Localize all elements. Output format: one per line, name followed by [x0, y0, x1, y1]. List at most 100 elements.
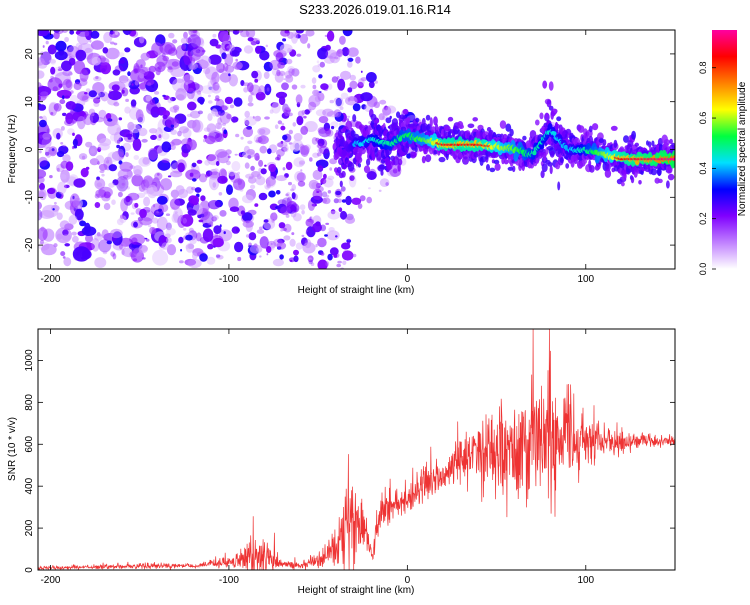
heatmap-cell: [293, 157, 305, 168]
heatmap-cell: [38, 156, 48, 167]
heatmap-cell: [198, 173, 208, 183]
heatmap-cell: [169, 97, 176, 102]
heatmap-cell: [121, 247, 138, 258]
heatmap-cell: [77, 116, 86, 130]
heatmap-cell: [108, 182, 115, 188]
heatmap-cell: [349, 80, 358, 90]
heatmap-cell: [189, 110, 201, 119]
heatmap-cell: [373, 101, 380, 109]
heatmap-cell: [358, 163, 361, 168]
heatmap-cell: [105, 47, 120, 60]
heatmap-cell: [240, 136, 244, 140]
heatmap-cell: [279, 254, 284, 260]
snr-series-line: [38, 329, 675, 570]
heatmap-cell: [126, 186, 130, 190]
heatmap-cell: [48, 149, 57, 155]
heatmap-cell: [255, 40, 260, 45]
heatmap-cell: [38, 95, 41, 101]
heatmap-cell: [212, 217, 216, 221]
heatmap-cell: [73, 60, 86, 75]
heatmap-cell: [325, 222, 330, 225]
heatmap-cell: [152, 249, 169, 266]
heatmap-cell: [215, 254, 221, 258]
heatmap-cell: [196, 159, 203, 164]
heatmap-cell: [357, 203, 363, 210]
heatmap-cell: [346, 239, 352, 243]
heatmap-cell: [228, 171, 236, 180]
heatmap-cell: [355, 56, 361, 64]
heatmap-cell: [82, 111, 89, 117]
heatmap-cell: [598, 138, 605, 144]
heatmap-cell: [281, 82, 289, 91]
heatmap-cell: [110, 251, 116, 257]
heatmap-cell: [274, 124, 279, 129]
heatmap-cell: [406, 153, 412, 159]
heatmap-cell: [650, 168, 658, 176]
heatmap-cell: [275, 52, 284, 62]
heatmap-cell: [145, 187, 155, 195]
heatmap-cell: [241, 212, 253, 222]
heatmap-cell: [341, 47, 350, 57]
heatmap-cell: [61, 234, 71, 241]
heatmap-cell: [63, 257, 72, 267]
heatmap-cell: [221, 52, 227, 60]
heatmap-cell: [38, 82, 42, 88]
heatmap-cell: [60, 125, 65, 131]
heatmap-cell: [279, 43, 293, 54]
heatmap-cell: [623, 172, 627, 180]
heatmap-cell: [323, 177, 334, 188]
heatmap-cell: [299, 204, 306, 211]
heatmap-cell: [337, 78, 346, 91]
heatmap-cell: [276, 142, 284, 148]
heatmap-cell: [295, 30, 304, 34]
heatmap-cell: [96, 182, 103, 187]
spectrogram-x-label: Height of straight line (km): [298, 285, 415, 296]
heatmap-cell: [337, 260, 342, 264]
heatmap-cell: [589, 165, 595, 173]
heatmap-cell: [89, 39, 92, 43]
heatmap-cell: [187, 258, 202, 269]
heatmap-cell: [215, 161, 220, 166]
heatmap-cell: [247, 37, 254, 42]
heatmap-cell: [150, 134, 157, 140]
heatmap-cell: [264, 116, 270, 120]
heatmap-cell: [295, 242, 303, 250]
heatmap-cell: [206, 215, 214, 226]
heatmap-cell: [370, 113, 377, 121]
heatmap-cell: [62, 229, 69, 236]
heatmap-cell: [212, 82, 220, 91]
heatmap-cell: [256, 229, 265, 235]
heatmap-cell: [357, 81, 364, 89]
heatmap-cell: [288, 68, 295, 76]
heatmap-cell: [322, 108, 334, 117]
heatmap-cell: [315, 137, 320, 142]
heatmap-cell: [421, 122, 428, 132]
heatmap-cell: [329, 99, 335, 104]
heatmap-cell: [242, 220, 254, 228]
heatmap-cell: [267, 148, 272, 155]
heatmap-cell: [106, 240, 113, 245]
heatmap-cell: [156, 216, 168, 231]
heatmap-cell: [328, 227, 335, 232]
heatmap-cell: [212, 33, 217, 38]
heatmap-cell: [549, 150, 555, 158]
heatmap-cell: [323, 122, 331, 132]
heatmap-cell: [535, 157, 540, 164]
heatmap-cell: [38, 169, 47, 179]
heatmap-cell: [162, 94, 166, 97]
heatmap-cell: [161, 158, 170, 163]
heatmap-cell: [107, 156, 112, 162]
heatmap-cell: [118, 75, 129, 84]
heatmap-cell: [170, 68, 186, 78]
heatmap-cell: [358, 78, 365, 86]
heatmap-cell: [122, 30, 133, 36]
heatmap-cell: [80, 167, 89, 178]
heatmap-cell: [270, 170, 277, 180]
heatmap-cell: [342, 30, 353, 37]
heatmap-cell: [217, 175, 228, 184]
heatmap-cell: [295, 94, 303, 105]
heatmap-cell: [53, 31, 60, 40]
heatmap-cell: [128, 30, 135, 34]
heatmap-cell: [191, 186, 196, 191]
heatmap-cell: [334, 56, 339, 60]
